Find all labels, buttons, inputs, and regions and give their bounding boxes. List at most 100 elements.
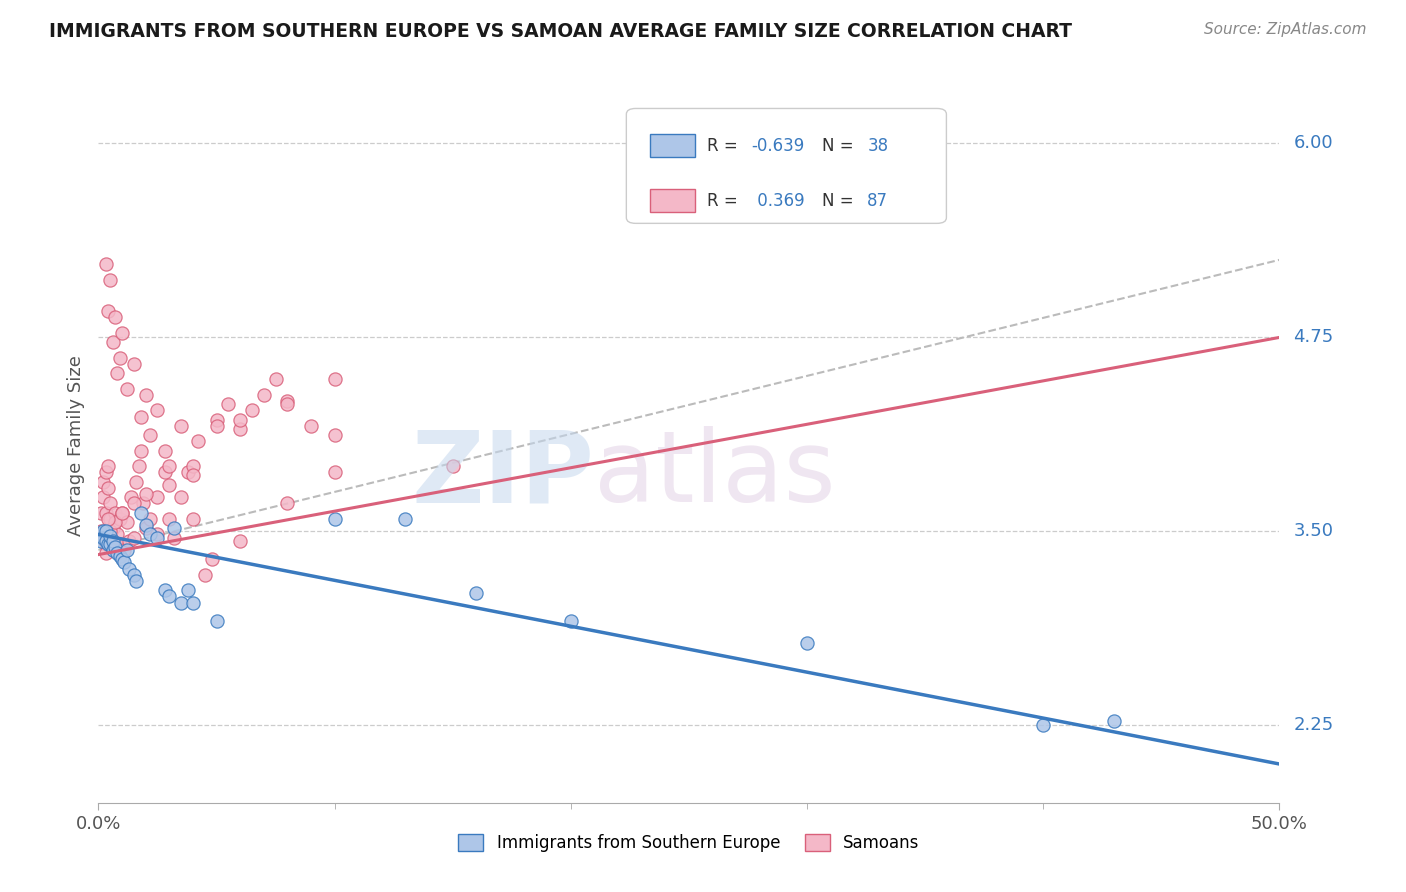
Point — [111, 326, 134, 340]
Point — [98, 524, 121, 539]
Point — [105, 546, 128, 560]
Point — [97, 512, 120, 526]
Point — [125, 475, 148, 489]
Point — [135, 388, 157, 402]
Point — [122, 567, 145, 582]
Point — [90, 506, 112, 520]
Point — [104, 515, 127, 529]
Point — [111, 506, 134, 520]
Text: Source: ZipAtlas.com: Source: ZipAtlas.com — [1204, 22, 1367, 37]
Point — [205, 615, 228, 629]
Point — [170, 490, 193, 504]
Point — [157, 459, 180, 474]
Text: R =: R = — [707, 136, 742, 154]
Point — [125, 574, 148, 588]
Text: 6.00: 6.00 — [1294, 135, 1333, 153]
Point — [94, 506, 117, 520]
Point — [187, 434, 209, 449]
Point — [90, 524, 112, 539]
Point — [98, 537, 121, 551]
Point — [146, 531, 169, 545]
Point — [229, 422, 252, 436]
Point — [115, 382, 138, 396]
Point — [253, 388, 276, 402]
Text: 2.25: 2.25 — [1294, 716, 1334, 734]
Point — [91, 527, 114, 541]
Point — [108, 512, 131, 526]
Point — [194, 567, 217, 582]
Point — [205, 412, 228, 426]
Point — [441, 459, 464, 474]
Y-axis label: Average Family Size: Average Family Size — [66, 356, 84, 536]
Point — [101, 533, 124, 548]
Point — [122, 357, 145, 371]
Text: 87: 87 — [868, 192, 889, 210]
Point — [323, 372, 346, 386]
Point — [394, 512, 416, 526]
Point — [90, 533, 112, 548]
Point — [90, 527, 112, 541]
Text: atlas: atlas — [595, 426, 837, 523]
Point — [229, 533, 252, 548]
Point — [153, 443, 176, 458]
Text: ZIP: ZIP — [412, 426, 595, 523]
Point — [177, 466, 200, 480]
Point — [98, 512, 121, 526]
Point — [94, 537, 117, 551]
Text: R =: R = — [707, 192, 742, 210]
Text: N =: N = — [823, 136, 859, 154]
Point — [115, 515, 138, 529]
Point — [94, 533, 117, 548]
Point — [1032, 718, 1054, 732]
Point — [181, 596, 204, 610]
Point — [170, 596, 193, 610]
FancyBboxPatch shape — [626, 109, 946, 223]
Point — [323, 428, 346, 442]
Point — [129, 409, 152, 424]
Point — [796, 636, 818, 650]
Point — [128, 459, 150, 474]
Legend: Immigrants from Southern Europe, Samoans: Immigrants from Southern Europe, Samoans — [451, 827, 927, 859]
Point — [264, 372, 287, 386]
Point — [104, 506, 127, 520]
Point — [163, 531, 186, 545]
Point — [91, 475, 114, 489]
Point — [104, 310, 127, 325]
Point — [115, 543, 138, 558]
Point — [105, 527, 128, 541]
Point — [146, 490, 169, 504]
Point — [139, 512, 162, 526]
Point — [97, 481, 120, 495]
Point — [112, 555, 135, 569]
Point — [276, 496, 298, 510]
Point — [157, 590, 180, 604]
Point — [181, 459, 204, 474]
Bar — [650, 189, 695, 212]
Text: 0.369: 0.369 — [752, 192, 804, 210]
Point — [240, 403, 263, 417]
Text: N =: N = — [823, 192, 859, 210]
Point — [181, 512, 204, 526]
Point — [135, 518, 157, 533]
Point — [157, 512, 180, 526]
Point — [101, 543, 124, 558]
Point — [129, 506, 152, 520]
Point — [112, 543, 135, 558]
Point — [201, 552, 224, 566]
Text: IMMIGRANTS FROM SOUTHERN EUROPE VS SAMOAN AVERAGE FAMILY SIZE CORRELATION CHART: IMMIGRANTS FROM SOUTHERN EUROPE VS SAMOA… — [49, 22, 1073, 41]
Point — [153, 466, 176, 480]
Point — [323, 466, 346, 480]
Point — [177, 583, 200, 598]
Bar — [650, 134, 695, 157]
Point — [111, 552, 134, 566]
Text: 3.50: 3.50 — [1294, 523, 1333, 541]
Point — [98, 529, 121, 543]
Text: 4.75: 4.75 — [1294, 328, 1334, 346]
Point — [205, 418, 228, 433]
Point — [170, 418, 193, 433]
Point — [105, 366, 128, 380]
Point — [98, 273, 121, 287]
Point — [94, 546, 117, 560]
Point — [122, 531, 145, 545]
Point — [108, 537, 131, 551]
